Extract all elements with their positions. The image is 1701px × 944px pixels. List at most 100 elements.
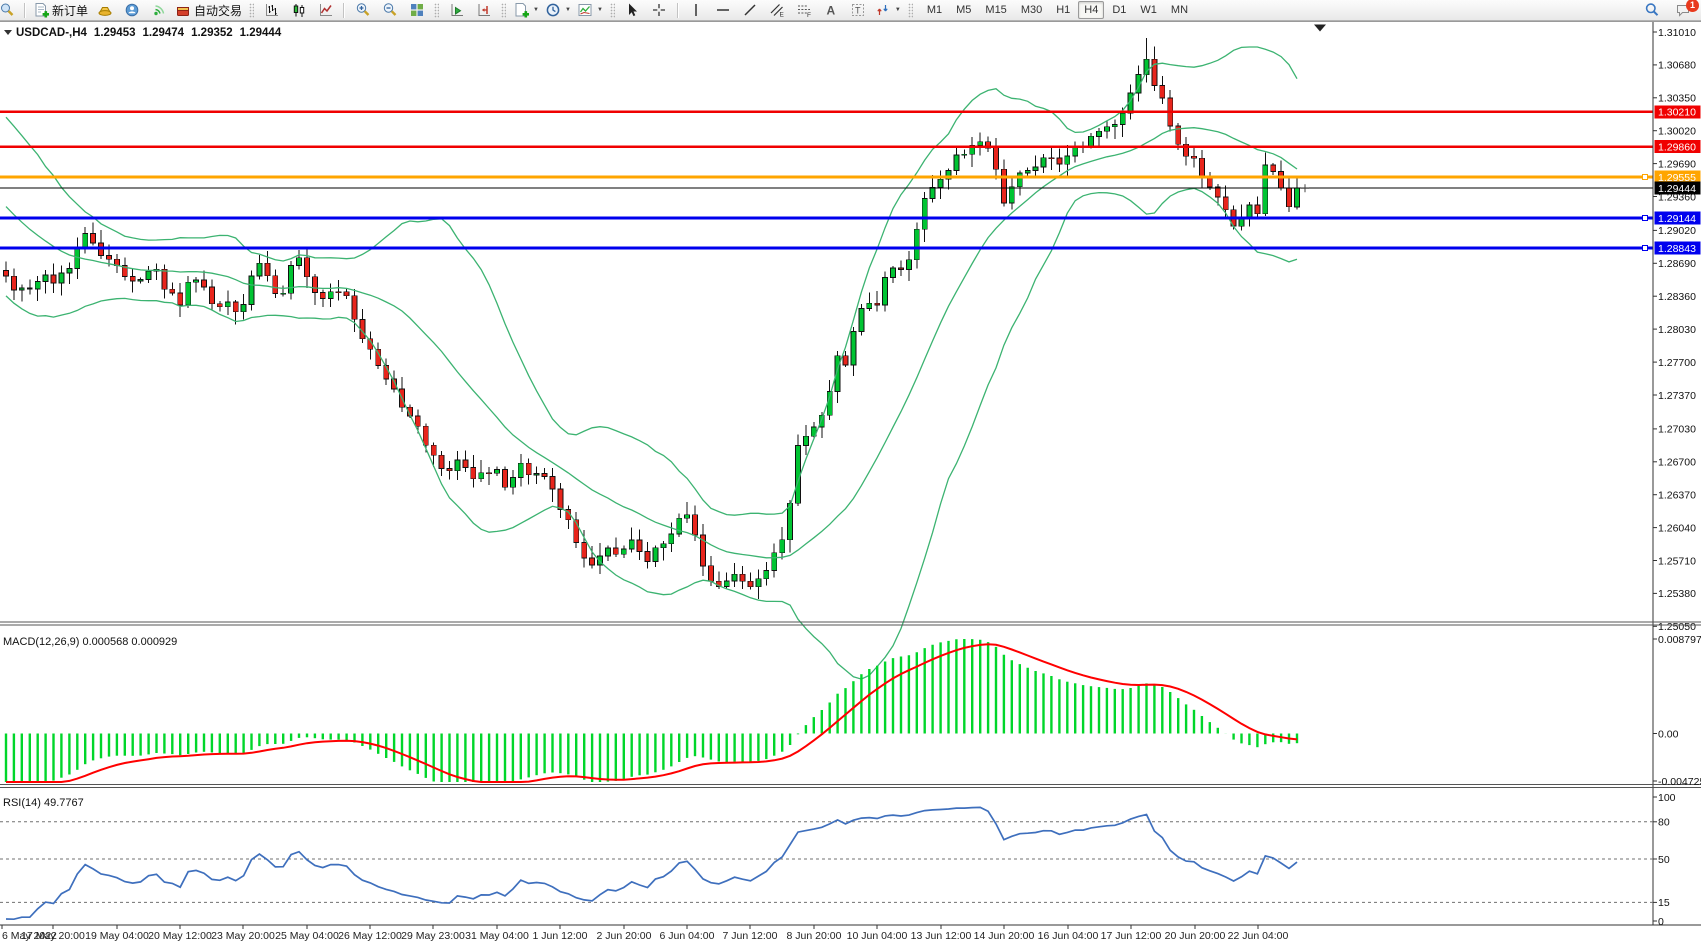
magnifier-icon — [0, 3, 13, 16]
candle-body — [1278, 171, 1284, 189]
candle-body — [898, 267, 904, 270]
macd-pane: 0.008797 0.00 -0.004725 MACD(12,26,9) 0.000… — [3, 634, 1701, 788]
vertical-line-icon — [695, 4, 698, 16]
auto-scroll-button[interactable] — [443, 0, 470, 21]
chevron-down-icon: ▼ — [894, 7, 901, 13]
date-tick-label[interactable]: 17 May 20:00 — [21, 930, 85, 942]
timeframe-D1[interactable]: D1 — [1112, 4, 1127, 16]
date-tick-label[interactable]: 6 Jun 04:00 — [660, 930, 715, 942]
zoom-in-button[interactable] — [349, 0, 376, 21]
toolbar-grip — [249, 2, 255, 18]
arrows-button[interactable]: ▼ — [872, 0, 904, 21]
date-tick-label[interactable]: 25 May 04:00 — [275, 930, 339, 942]
candle-body — [890, 267, 896, 278]
last-price-marker — [1301, 184, 1309, 193]
price-tick-label: 1.26370 — [1658, 490, 1696, 502]
candle-body — [82, 232, 89, 250]
indicators-button[interactable]: ▼ — [574, 0, 606, 21]
date-tick-label[interactable]: 17 Jun 12:00 — [1101, 930, 1162, 942]
bar-chart-button[interactable] — [258, 0, 285, 21]
timeframe-MN[interactable]: MN — [1170, 4, 1189, 16]
candle-body — [58, 272, 65, 284]
candle-body — [739, 573, 746, 582]
candle-body — [106, 255, 112, 260]
timeframe-H1[interactable]: H1 — [1056, 4, 1071, 16]
price-tag — [1654, 140, 1701, 154]
symbol-dropdown-icon[interactable] — [4, 30, 12, 35]
community-button[interactable] — [118, 0, 145, 21]
candle-body — [34, 281, 41, 290]
candle-body — [391, 378, 398, 390]
timeframe-M30[interactable]: M30 — [1020, 4, 1043, 16]
date-tick-label[interactable]: 2 Jun 20:00 — [597, 930, 652, 942]
timeframe-M5[interactable]: M5 — [956, 4, 972, 16]
zoom-out-button[interactable] — [376, 0, 403, 21]
tile-windows-button[interactable] — [403, 0, 430, 21]
date-tick-label[interactable]: 14 Jun 20:00 — [974, 930, 1035, 942]
candle-body — [319, 292, 326, 299]
timeframe-W1[interactable]: W1 — [1140, 4, 1157, 16]
candle-body — [256, 262, 263, 277]
price-tick-label: 1.27700 — [1658, 357, 1696, 369]
date-tick-label[interactable]: 16 Jun 04:00 — [1038, 930, 1099, 942]
signals-button[interactable] — [145, 0, 172, 21]
candle-body — [169, 288, 176, 294]
candle-body — [351, 295, 358, 320]
date-tick-label[interactable]: 31 May 04:00 — [465, 930, 529, 942]
gold-button[interactable] — [91, 0, 118, 21]
date-tick-label[interactable]: 20 Jun 20:00 — [1165, 930, 1226, 942]
candle-chart-button[interactable] — [285, 0, 312, 21]
date-tick-label[interactable]: 22 Jun 04:00 — [1228, 930, 1289, 942]
cursor-button[interactable] — [619, 0, 646, 21]
line-chart-button[interactable] — [312, 0, 339, 21]
date-tick-label[interactable]: 8 Jun 20:00 — [787, 930, 842, 942]
date-tick-label[interactable]: 6 May 2022 — [2, 930, 57, 942]
svg-text:E: E — [780, 12, 785, 19]
date-tick-label[interactable]: 23 May 20:00 — [211, 930, 275, 942]
bollinger-upper — [5, 46, 1298, 516]
text-label-button[interactable]: T — [845, 0, 872, 21]
trendline-button[interactable] — [737, 0, 764, 21]
candle-body — [850, 330, 857, 366]
date-tick-label[interactable]: 19 May 04:00 — [85, 930, 149, 942]
timeframe-M15[interactable]: M15 — [985, 4, 1007, 16]
timeframe-H4[interactable]: H4 — [1078, 1, 1105, 19]
new-order-label: 新订单 — [52, 3, 89, 18]
candle-body — [446, 467, 453, 472]
date-tick-label[interactable]: 7 Jun 12:00 — [723, 930, 778, 942]
date-tick-label[interactable]: 20 May 12:00 — [148, 930, 212, 942]
timeframe-M1[interactable]: M1 — [926, 4, 943, 16]
new-order-icon — [35, 3, 49, 18]
text-button[interactable]: A — [818, 0, 845, 21]
notifications-button[interactable]: 1 — [1669, 0, 1699, 21]
price-tick-label: 1.25050 — [1658, 621, 1696, 633]
candle-body — [1064, 155, 1071, 165]
horizontal-line-button[interactable] — [710, 0, 737, 21]
candle-body — [1191, 155, 1197, 159]
vertical-line-button[interactable] — [683, 0, 710, 21]
candle-body — [612, 547, 619, 555]
signals-icon — [153, 5, 164, 16]
search-button[interactable] — [1638, 0, 1665, 21]
date-tick-label[interactable]: 29 May 23:00 — [401, 930, 465, 942]
crosshair-button[interactable] — [646, 0, 673, 21]
date-tick-label[interactable]: 1 Jun 12:00 — [533, 930, 588, 942]
channel-button[interactable]: E — [764, 0, 791, 21]
chart-shift-marker[interactable] — [1314, 24, 1326, 32]
date-tick-label[interactable]: 26 May 12:00 — [338, 930, 402, 942]
clipped-left-icon[interactable] — [0, 0, 20, 21]
candle-body — [779, 539, 786, 554]
new-chart-button[interactable]: ▼ — [510, 0, 542, 21]
fibonacci-button[interactable]: F — [791, 0, 818, 21]
autotrading-button[interactable]: 自动交易 — [172, 0, 245, 21]
date-tick-label[interactable]: 13 Jun 12:00 — [911, 930, 972, 942]
price-tag-label: 1.28843 — [1658, 243, 1696, 255]
periods-button[interactable]: ▼ — [542, 0, 574, 21]
candle-body — [573, 519, 580, 543]
candle-body — [921, 198, 928, 230]
price-tick-label: 1.25710 — [1658, 555, 1696, 567]
date-tick-label[interactable]: 10 Jun 04:00 — [847, 930, 908, 942]
chart-shift-button[interactable] — [470, 0, 497, 21]
new-order-button[interactable]: 新订单 — [30, 0, 91, 21]
